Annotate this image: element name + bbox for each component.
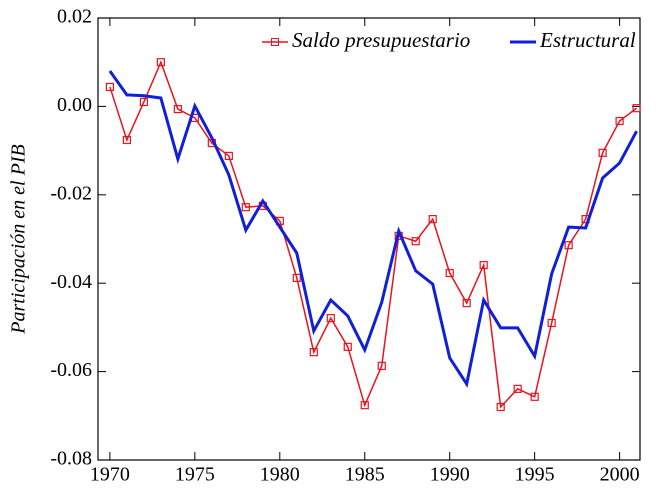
marker	[377, 361, 386, 370]
marker	[122, 135, 131, 145]
y-tick-label: -0.02	[50, 182, 92, 204]
marker	[615, 116, 624, 126]
marker	[496, 402, 505, 412]
marker	[360, 401, 369, 410]
y-tick-label: -0.06	[50, 359, 92, 381]
marker	[292, 273, 301, 282]
marker	[598, 148, 607, 157]
x-tick-label: 1970	[90, 464, 130, 486]
marker	[105, 82, 114, 92]
plot-frame	[97, 17, 641, 461]
x-tick-label: 1975	[175, 464, 215, 486]
series-line	[109, 60, 638, 409]
marker	[479, 260, 488, 270]
marker	[428, 215, 437, 224]
marker	[309, 348, 318, 357]
marker	[564, 241, 573, 250]
x-tick-label: 1995	[515, 464, 555, 486]
x-tick-label: 1985	[345, 464, 385, 486]
y-tick-label: 0.02	[57, 6, 92, 28]
y-axis-label: Participación en el PIB	[8, 144, 30, 334]
marker	[632, 104, 641, 113]
y-tick-label: 0.00	[57, 94, 92, 116]
marker	[173, 104, 182, 114]
marker	[547, 318, 556, 328]
marker	[224, 151, 233, 161]
marker	[343, 342, 352, 351]
marker	[445, 268, 454, 278]
legend-swatch	[271, 38, 279, 46]
legend-label: Saldo presupuestario	[292, 28, 470, 52]
marker	[513, 384, 522, 393]
marker	[156, 58, 165, 67]
marker	[411, 237, 420, 246]
y-tick-label: -0.08	[50, 448, 92, 470]
marker	[530, 392, 539, 401]
series-line	[108, 70, 638, 388]
x-tick-label: 1990	[430, 464, 470, 486]
marker	[462, 298, 471, 308]
x-tick-label: 1980	[260, 464, 300, 486]
legend-label: Estructural	[539, 28, 636, 52]
marker	[326, 314, 335, 323]
y-tick-label: -0.04	[50, 271, 92, 293]
x-tick-label: 2000	[600, 464, 640, 486]
marker	[241, 203, 250, 212]
marker	[139, 97, 148, 107]
